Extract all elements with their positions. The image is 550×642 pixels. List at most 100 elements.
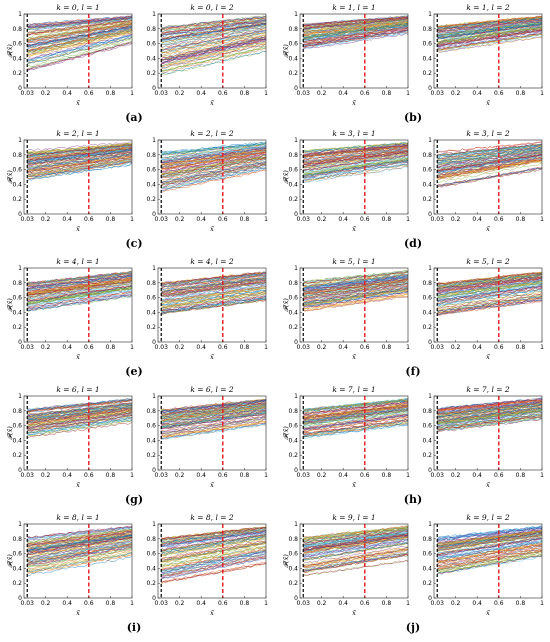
series-line <box>303 148 408 162</box>
y-tick-label: 0 <box>294 595 298 602</box>
series-line <box>303 536 408 553</box>
series-line <box>27 293 132 310</box>
x-tick-label: 1 <box>540 344 544 351</box>
series-line <box>303 289 408 307</box>
series-line <box>161 412 266 427</box>
series-line <box>437 536 542 554</box>
series-line <box>437 292 542 309</box>
series-line <box>303 534 408 551</box>
x-tick-label: 0.4 <box>62 344 72 351</box>
chart-title: k = 1, l = 2 <box>466 3 510 12</box>
series-line <box>161 279 266 296</box>
series-line <box>161 167 266 190</box>
x-tick-label: 0.6 <box>84 472 94 479</box>
series-line <box>27 161 132 178</box>
series-line <box>437 276 542 293</box>
y-tick-label: 1 <box>428 11 432 18</box>
x-tick-label: 0.4 <box>196 600 206 607</box>
series-line <box>27 23 132 42</box>
series-line <box>303 414 408 431</box>
series-line <box>303 409 408 425</box>
x-tick-label: 0.4 <box>338 90 348 97</box>
series-line <box>27 156 132 173</box>
series-line <box>27 539 132 559</box>
series-line <box>161 282 266 298</box>
series-line <box>303 32 408 49</box>
y-tick-label: 0.4 <box>12 181 22 188</box>
y-tick-label: 0.2 <box>12 196 22 203</box>
series-line <box>437 30 542 47</box>
series-line <box>27 279 132 295</box>
x-tick-label: 1 <box>264 216 268 223</box>
y-tick-label: 1 <box>18 521 22 528</box>
series-line <box>27 148 132 161</box>
chart-svg-d-l2: k = 3, l = 2 0 0.2 0.4 0.6 0.8 1 0.03 0.2 0.4 0.6 0… <box>422 129 544 233</box>
series-line <box>303 400 408 414</box>
series-line <box>437 147 542 162</box>
series-line <box>437 17 542 29</box>
series-line <box>303 282 408 299</box>
plot-frame <box>157 523 267 599</box>
x-tick-label: 1 <box>406 90 410 97</box>
series-line <box>437 278 542 293</box>
series-line <box>161 557 266 580</box>
chart-d-l2: k = 3, l = 2 0 0.2 0.4 0.6 0.8 1 0.03 0.2 0.4 0.6 0… <box>416 128 546 234</box>
y-tick-label: 0.8 <box>12 26 22 33</box>
series-line <box>437 144 542 158</box>
series-line <box>27 534 132 552</box>
series-line <box>303 145 408 158</box>
series-line <box>161 537 266 555</box>
x-tick-label: 1 <box>406 216 410 223</box>
series-line <box>437 406 542 419</box>
series-line <box>27 409 132 426</box>
series-line <box>27 544 132 565</box>
series-line <box>437 284 542 302</box>
series-line <box>303 401 408 416</box>
series-line <box>27 409 132 425</box>
series-line <box>303 150 408 165</box>
series-line <box>27 148 132 163</box>
y-tick-label: 0.8 <box>288 408 298 415</box>
x-tick-label: 1 <box>264 472 268 479</box>
y-tick-label: 0.4 <box>146 55 156 62</box>
series-line <box>303 25 408 42</box>
plot-frame <box>157 395 267 471</box>
series-line <box>27 24 132 44</box>
series-line <box>161 410 266 426</box>
x-tick-label: 0.2 <box>451 472 461 479</box>
series-line <box>161 163 266 185</box>
y-tick-label: 0.6 <box>12 167 22 174</box>
series-line <box>161 23 266 41</box>
x-axis-label: x̃ <box>76 352 80 361</box>
series-line <box>27 528 132 543</box>
series-line <box>437 167 542 187</box>
series-line <box>27 552 132 573</box>
series-line <box>161 166 266 190</box>
series-line <box>437 530 542 546</box>
x-tick-label: 1 <box>130 216 134 223</box>
series-line <box>437 280 542 297</box>
subfigure-label: (f) <box>405 365 421 378</box>
x-tick-label: 0.6 <box>360 90 370 97</box>
series-line <box>27 548 132 567</box>
y-tick-label: 0.4 <box>12 565 22 572</box>
series-line <box>161 146 266 163</box>
x-tick-label: 0.6 <box>494 600 504 607</box>
series-line <box>437 159 542 178</box>
series-line <box>303 527 408 540</box>
series-line <box>303 546 408 566</box>
y-tick-label: 0.4 <box>146 437 156 444</box>
y-tick-label: 0.6 <box>422 295 432 302</box>
series-line <box>27 27 132 49</box>
series-line <box>437 407 542 423</box>
series-line <box>161 31 266 53</box>
series-line <box>27 274 132 288</box>
series-line <box>303 23 408 39</box>
series-line <box>27 403 132 419</box>
series-line <box>27 410 132 426</box>
series-line <box>27 26 132 46</box>
subfigure-label: (g) <box>124 493 144 506</box>
series-line <box>437 286 542 304</box>
x-tick-label: 0.2 <box>451 600 461 607</box>
y-tick-label: 0.8 <box>146 280 156 287</box>
